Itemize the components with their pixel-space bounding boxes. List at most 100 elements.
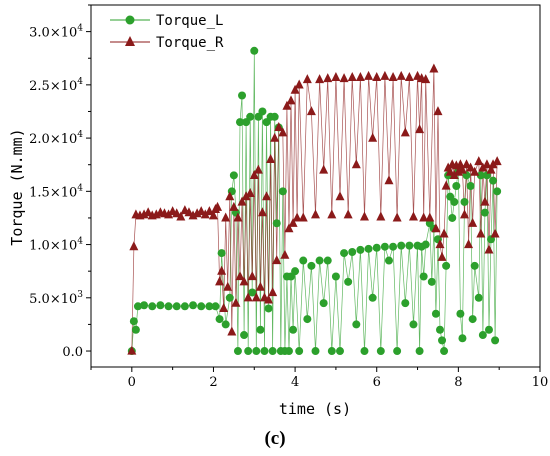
legend-item: Torque_R <box>110 35 224 51</box>
data-point <box>372 72 382 81</box>
data-point <box>401 299 410 308</box>
y-axis: 0.0 5.0×103 1.0×104 1.5×104 2.0×104 2.5×104 3.… <box>29 4 91 360</box>
data-point <box>315 256 324 265</box>
data-point <box>457 164 467 174</box>
data-point <box>253 164 263 174</box>
data-point <box>250 46 259 55</box>
y-tick-label: 0.0 <box>62 345 83 360</box>
data-point <box>239 276 249 286</box>
data-point <box>148 302 157 311</box>
data-point <box>288 217 298 227</box>
data-point <box>280 249 290 259</box>
data-point <box>478 162 488 172</box>
x-axis: 0 2 4 6 8 10 <box>90 367 548 390</box>
y-tick-label: 2.5×104 <box>29 77 83 94</box>
data-point <box>231 297 241 307</box>
data-point <box>347 72 357 81</box>
data-point <box>248 288 257 297</box>
data-point <box>440 347 449 356</box>
data-point <box>258 107 267 116</box>
data-point <box>388 72 398 81</box>
data-point <box>492 156 502 166</box>
data-point <box>493 187 502 196</box>
data-point <box>327 209 337 219</box>
data-point <box>319 164 329 174</box>
data-point <box>215 315 224 324</box>
data-point <box>459 209 469 219</box>
data-point <box>340 249 349 258</box>
data-point <box>464 239 474 249</box>
data-point <box>272 255 282 265</box>
data-point <box>306 106 316 116</box>
data-point <box>164 209 174 219</box>
x-tick-label: 2 <box>209 375 217 390</box>
legend: Torque_L Torque_R <box>110 13 224 51</box>
data-point <box>360 347 369 356</box>
data-point <box>352 320 361 329</box>
data-point <box>264 294 274 304</box>
data-point <box>351 159 361 169</box>
data-point <box>405 241 414 250</box>
data-point <box>274 122 284 132</box>
x-tick-label: 6 <box>373 375 381 390</box>
data-point <box>229 201 239 211</box>
data-point <box>246 112 255 121</box>
data-point <box>409 320 418 329</box>
data-point <box>303 315 312 324</box>
data-point <box>427 277 436 286</box>
data-point <box>129 241 139 251</box>
data-point <box>208 210 218 220</box>
data-point <box>431 223 441 233</box>
data-point <box>450 197 459 206</box>
legend-item: Torque_L <box>110 13 223 29</box>
data-point <box>292 212 302 222</box>
figure-caption: (c) <box>264 428 285 449</box>
data-point <box>156 301 165 310</box>
data-point <box>396 70 406 80</box>
data-point <box>466 162 476 172</box>
data-point <box>243 292 253 302</box>
data-point <box>289 325 298 334</box>
data-point <box>200 209 210 219</box>
data-point <box>180 302 189 311</box>
data-point <box>476 171 485 180</box>
data-point <box>235 118 244 127</box>
data-point <box>140 301 149 310</box>
data-point <box>298 212 308 222</box>
data-point <box>213 201 223 211</box>
data-point <box>400 127 410 137</box>
data-point <box>197 302 206 311</box>
data-point <box>221 320 230 329</box>
data-point <box>364 244 373 253</box>
data-point <box>299 256 308 265</box>
data-point <box>323 73 333 83</box>
data-point <box>474 156 484 166</box>
data-point <box>389 242 398 251</box>
data-point <box>339 73 349 83</box>
data-point <box>172 208 182 218</box>
y-tick-label: 1.0×104 <box>29 237 83 254</box>
data-point <box>468 217 478 227</box>
data-point <box>356 245 365 254</box>
data-point <box>249 169 259 179</box>
data-point <box>415 124 425 134</box>
data-point <box>437 251 447 261</box>
x-axis-title: time (s) <box>279 400 351 418</box>
data-point <box>268 287 278 297</box>
data-point <box>311 347 320 356</box>
data-point <box>255 281 265 291</box>
data-point <box>205 302 214 311</box>
data-point <box>227 326 237 336</box>
legend-marker <box>125 36 135 46</box>
data-point <box>286 95 296 105</box>
data-point <box>466 182 475 190</box>
data-point <box>272 219 281 228</box>
data-point <box>238 91 247 100</box>
data-point <box>421 240 430 249</box>
x-tick-label: 4 <box>291 375 299 390</box>
legend-marker <box>125 15 135 25</box>
data-point <box>449 169 459 179</box>
data-point <box>470 261 479 270</box>
data-point <box>441 180 451 190</box>
data-point <box>315 74 325 84</box>
